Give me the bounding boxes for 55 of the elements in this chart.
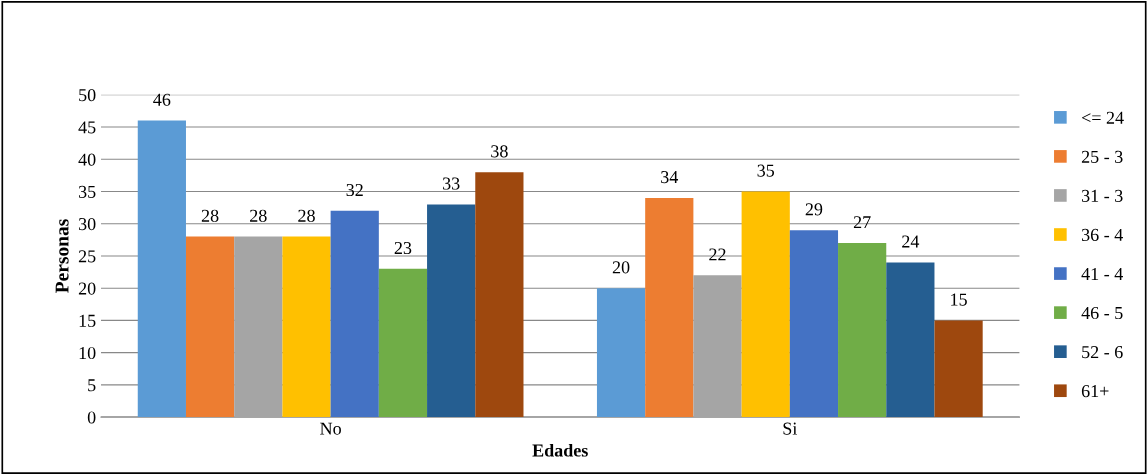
legend-label: 31 - 3: [1081, 189, 1123, 202]
y-tick-label: 0: [87, 411, 96, 424]
data-label: 38: [491, 145, 508, 158]
bar: [234, 236, 283, 418]
data-label: 33: [443, 177, 460, 190]
x-tick-label: No: [320, 422, 341, 435]
y-tick-label: 40: [78, 153, 96, 166]
y-tick-label: 50: [79, 89, 96, 102]
data-label: 20: [612, 261, 630, 274]
bar: [475, 172, 524, 418]
bar: [645, 197, 694, 418]
data-label: 35: [757, 164, 775, 177]
y-tick-label: 5: [88, 379, 96, 392]
data-label: 23: [394, 241, 412, 255]
y-tick-label: 35: [78, 185, 96, 198]
data-label: 46: [153, 93, 171, 106]
data-label: 28: [298, 209, 315, 222]
legend-label: 36 - 4: [1081, 228, 1123, 242]
y-tick-label: 30: [78, 217, 96, 231]
x-tick-label: Si: [783, 422, 798, 435]
data-label: 15: [951, 293, 967, 306]
legend-label: 61+: [1081, 385, 1109, 398]
data-label: 34: [661, 171, 679, 184]
x-axis-title: Edades: [532, 443, 588, 457]
y-tick-label: 25: [78, 250, 96, 263]
legend-label: 46 - 5: [1081, 306, 1123, 320]
data-label: 28: [201, 209, 219, 222]
bar: [838, 243, 887, 418]
y-tick-label: 15: [79, 314, 96, 327]
bar: [886, 262, 935, 418]
legend-label: <= 24: [1082, 111, 1124, 124]
legend-label: 25 - 3: [1081, 150, 1123, 163]
data-label: 32: [346, 183, 363, 197]
bar: [378, 268, 428, 418]
data-label: 24: [902, 235, 920, 248]
data-label: 27: [853, 216, 871, 229]
bar: [789, 230, 839, 418]
bar: [741, 191, 790, 418]
bar: [596, 288, 646, 418]
bar: [934, 320, 983, 418]
y-tick-label: 10: [79, 346, 96, 360]
bar: [693, 275, 742, 418]
bar: [137, 120, 186, 418]
data-label: 29: [805, 203, 823, 216]
bar: [282, 236, 331, 418]
legend-label: 52 - 6: [1082, 346, 1123, 359]
bar: [185, 236, 235, 418]
bar: [427, 204, 476, 418]
bar: [330, 210, 379, 418]
data-label: 22: [709, 248, 726, 261]
legend-label: 41 - 4: [1081, 267, 1123, 280]
y-tick-label: 45: [78, 121, 96, 134]
y-tick-label: 20: [78, 282, 96, 295]
data-label: 28: [250, 209, 267, 222]
y-axis-title: Personas: [55, 219, 69, 293]
